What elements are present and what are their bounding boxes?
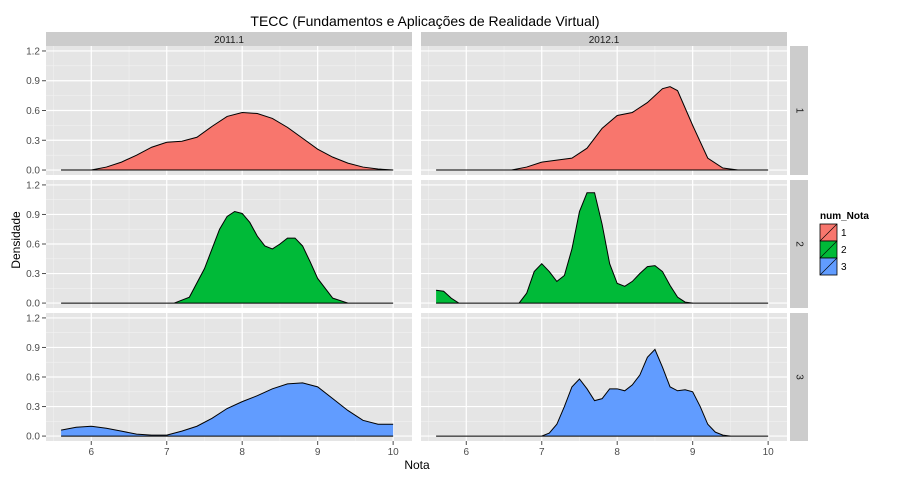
- density-area-series-2: [519, 192, 693, 304]
- x-tick-label: 8: [239, 447, 245, 458]
- facet-strip-row: [790, 46, 808, 175]
- facet-strip-row: [790, 180, 808, 308]
- x-tick-label: 9: [690, 447, 696, 458]
- y-tick-label: 1.2: [26, 180, 40, 191]
- density-area-series-1: [511, 86, 738, 171]
- y-tick-label: 0.3: [26, 136, 40, 147]
- y-tick-label: 1.2: [26, 46, 40, 57]
- facet-label-row: 1: [793, 108, 804, 114]
- density-area-series-3: [61, 382, 394, 437]
- facet-strip-col: [46, 32, 412, 46]
- density-outline-series-3: [60, 382, 394, 436]
- density-outline-series-1: [61, 111, 394, 171]
- y-tick-label: 0.3: [26, 269, 40, 280]
- facet-label-row: 2: [793, 241, 804, 247]
- y-tick-label: 0.0: [26, 299, 40, 310]
- x-tick-label: 6: [88, 447, 94, 458]
- facet-label-col: 2011.1: [214, 35, 244, 46]
- density-outline-series-2: [436, 289, 460, 304]
- x-tick-label: 6: [463, 447, 469, 458]
- legend-swatch-diagonal: [819, 223, 838, 242]
- y-tick-label: 0.0: [26, 432, 40, 443]
- legend-label: 3: [841, 262, 847, 273]
- density-outline-series-2: [174, 210, 349, 304]
- density-area-series-3: [541, 349, 731, 437]
- y-tick-label: 0.9: [26, 210, 40, 221]
- facet-strip-col: [421, 32, 787, 46]
- legend-title: num_Nota: [820, 211, 869, 222]
- y-tick-label: 1.2: [26, 313, 40, 324]
- chart-title: TECC (Fundamentos e Aplicações de Realid…: [250, 13, 599, 29]
- x-tick-label: 7: [164, 447, 170, 458]
- x-tick-label: 10: [388, 447, 400, 458]
- x-tick-label: 10: [763, 447, 775, 458]
- y-axis-title: Densidade: [9, 211, 23, 269]
- y-tick-label: 0.9: [26, 76, 40, 87]
- x-tick-label: 7: [539, 447, 545, 458]
- density-outline-series-1: [511, 86, 739, 171]
- y-tick-label: 0.6: [26, 240, 40, 251]
- y-tick-label: 0.3: [26, 402, 40, 413]
- x-tick-label: 8: [614, 447, 620, 458]
- density-outline-series-2: [518, 192, 693, 304]
- x-axis-title: Nota: [404, 458, 430, 472]
- density-outline-series-3: [541, 348, 731, 437]
- facet-strip-row: [790, 313, 808, 441]
- x-tick-label: 9: [315, 447, 321, 458]
- y-tick-label: 0.9: [26, 343, 40, 354]
- legend-swatch-diagonal: [819, 240, 838, 259]
- facet-label-col: 2012.1: [589, 35, 620, 46]
- y-tick-label: 0.6: [26, 373, 40, 384]
- legend-swatch-diagonal: [819, 257, 838, 276]
- y-tick-label: 0.6: [26, 106, 40, 117]
- density-area-series-1: [61, 112, 394, 171]
- facet-label-row: 3: [793, 374, 804, 380]
- legend-label: 1: [841, 228, 847, 239]
- y-tick-label: 0.0: [26, 166, 40, 177]
- legend-label: 2: [841, 245, 847, 256]
